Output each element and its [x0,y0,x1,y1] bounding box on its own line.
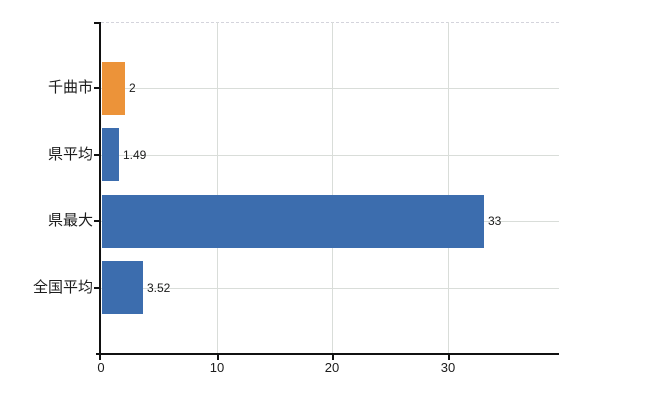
bar-value-label: 33 [488,214,502,228]
category-tick [94,287,101,289]
bar [102,62,125,115]
category-label: 全国平均 [32,279,93,296]
plot-top-border [101,22,559,23]
x-axis-tick [217,355,219,360]
grid-line-horizontal [101,88,559,89]
category-label: 県最大 [47,212,93,229]
bar [102,128,119,181]
y-axis-line [99,22,101,360]
bar [102,195,484,248]
bar-value-label: 3.52 [147,281,171,295]
x-axis-tick-label: 0 [97,360,105,375]
category-tick [94,220,101,222]
x-axis-tick [448,355,450,360]
category-tick [94,154,101,156]
grid-line-vertical [332,22,333,354]
category-tick [94,87,101,89]
x-axis-tick-label: 20 [324,360,340,375]
bar-value-label: 2 [129,81,136,95]
grid-line-vertical [217,22,218,354]
x-axis-line [96,353,559,355]
grid-line-vertical [448,22,449,354]
grid-line-horizontal [101,155,559,156]
category-label: 県平均 [47,146,93,163]
category-label: 千曲市 [47,79,93,96]
y-axis-top-tick [94,22,101,24]
grid-line-horizontal [101,288,559,289]
bar [102,261,143,314]
x-axis-tick-label: 10 [209,360,225,375]
bar-value-label: 1.49 [123,148,147,162]
x-axis-tick [332,355,334,360]
x-axis-tick-label: 30 [440,360,456,375]
